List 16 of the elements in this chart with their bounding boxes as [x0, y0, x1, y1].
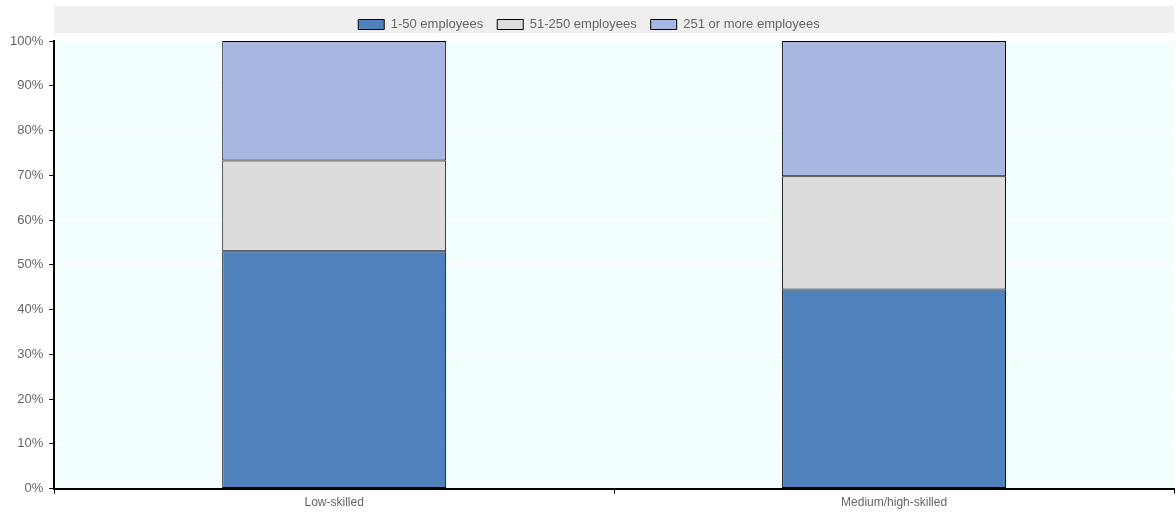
y-tick-label: 90%	[17, 77, 44, 93]
y-tick-label: 100%	[10, 32, 44, 48]
y-tick-label: 30%	[17, 345, 44, 361]
x-tick-label: Medium/high-skilled	[841, 495, 948, 510]
legend-label: 251 or more employees	[683, 16, 821, 32]
y-tick-label: 10%	[17, 435, 44, 451]
y-tick-label: 40%	[17, 301, 44, 317]
y-tick-label: 20%	[17, 390, 44, 406]
y-tick-label: 70%	[17, 166, 44, 182]
y-tick-label: 80%	[17, 122, 44, 138]
legend-label: 1-50 employees	[390, 16, 484, 32]
y-tick-label: 60%	[17, 211, 44, 227]
y-tick-label: 50%	[17, 256, 44, 272]
legend-label: 51-250 employees	[529, 16, 638, 32]
y-tick-label: 0%	[24, 480, 44, 496]
x-tick-label: Low-skilled	[304, 495, 364, 510]
